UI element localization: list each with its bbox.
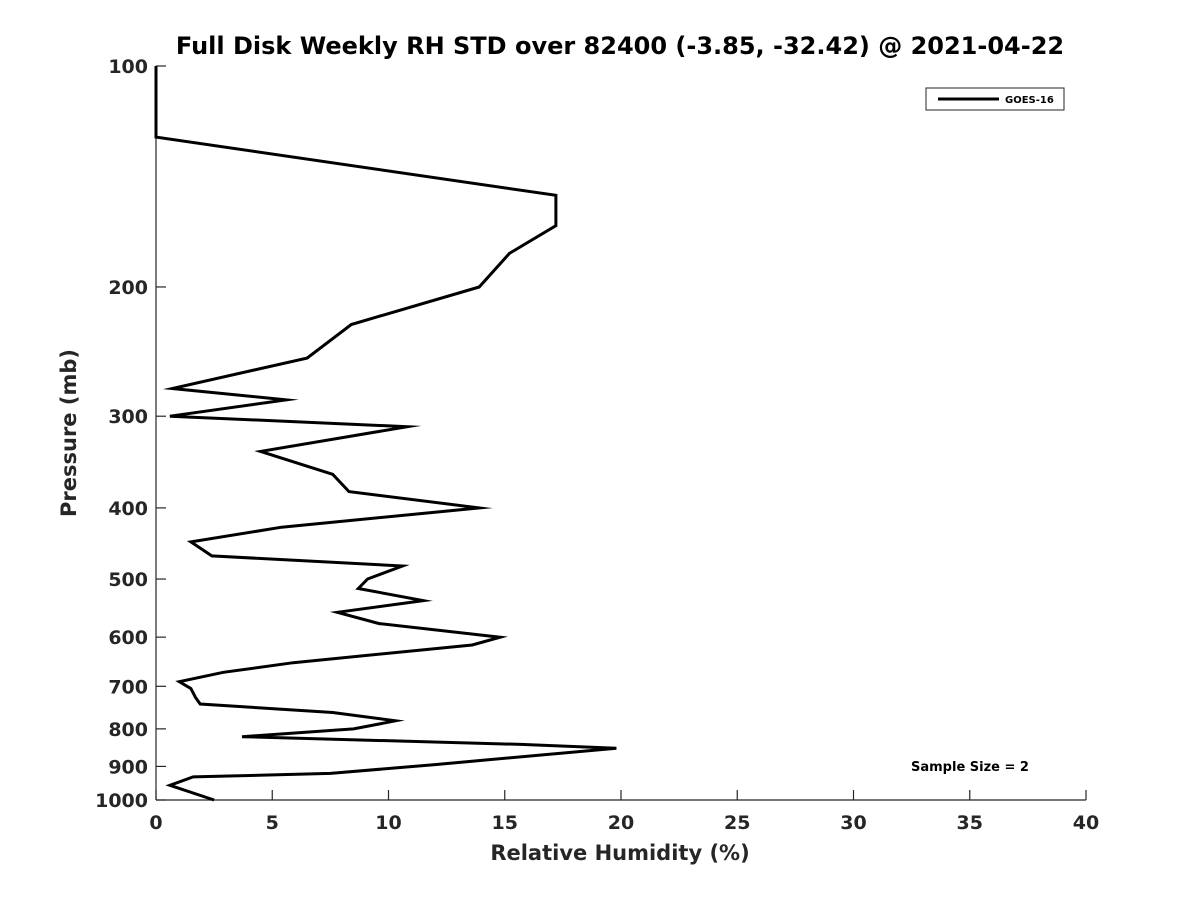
y-tick-label: 600 [108, 627, 148, 649]
y-tick-label: 400 [108, 498, 148, 520]
x-tick-label: 35 [957, 812, 983, 834]
x-tick-label: 20 [608, 812, 634, 834]
legend: GOES-16 [925, 87, 1065, 111]
y-tick-label: 200 [108, 277, 148, 299]
series-line-goes-16 [154, 66, 617, 802]
x-tick-label: 25 [724, 812, 750, 834]
y-axis-label: Pressure (mb) [57, 349, 81, 517]
x-tick-label: 15 [492, 812, 518, 834]
chart-title: Full Disk Weekly RH STD over 82400 (-3.8… [176, 32, 1064, 60]
y-tick-label: 900 [108, 756, 148, 778]
y-axis-ticks: 100 200 300 400 500 600 700 800 900 1000 [95, 56, 166, 812]
y-tick-label: 800 [108, 719, 148, 741]
x-tick-label: 30 [840, 812, 866, 834]
sample-size-annotation: Sample Size = 2 [911, 760, 1029, 775]
y-tick-label: 1000 [95, 790, 148, 812]
x-tick-label: 5 [266, 812, 279, 834]
y-tick-label: 500 [108, 569, 148, 591]
x-axis-ticks: 0 5 10 15 20 25 30 35 40 [149, 790, 1099, 834]
x-tick-label: 10 [375, 812, 401, 834]
x-axis-label: Relative Humidity (%) [490, 841, 749, 865]
axes [155, 66, 1086, 801]
y-tick-label: 100 [108, 56, 148, 78]
series-group [154, 66, 617, 802]
legend-label-goes-16: GOES-16 [1005, 95, 1054, 106]
x-tick-label: 0 [149, 812, 162, 834]
y-tick-label: 700 [108, 676, 148, 698]
x-tick-label: 40 [1073, 812, 1099, 834]
y-tick-label: 300 [108, 406, 148, 428]
